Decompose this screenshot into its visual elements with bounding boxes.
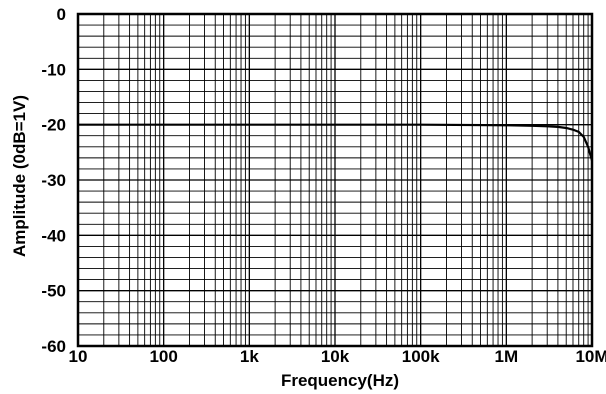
y-tick-label: -30 [41,171,66,190]
x-tick-label: 10 [69,347,88,366]
y-tick-label: -50 [41,282,66,301]
x-tick-label: 10k [321,347,350,366]
x-tick-label: 1k [240,347,259,366]
y-axis-title: Amplitude (0dB=1V) [10,95,29,257]
y-tick-label: -60 [41,337,66,356]
x-tick-label: 100k [402,347,440,366]
x-tick-labels: 10 100 1k 10k 100k 1M 10M [69,347,606,366]
x-axis-title: Frequency(Hz) [281,371,399,390]
x-tick-label: 10M [575,347,606,366]
x-tick-label: 1M [495,347,519,366]
y-tick-label: -10 [41,60,66,79]
y-tick-label: 0 [57,5,66,24]
y-tick-label: -40 [41,226,66,245]
grid [76,12,594,348]
series-line [78,123,594,161]
series-layer [78,123,594,161]
y-tick-label: -20 [41,116,66,135]
x-tick-label: 100 [149,347,177,366]
y-tick-labels: 0 -10 -20 -30 -40 -50 -60 [41,5,66,356]
plot-frame [76,12,594,348]
